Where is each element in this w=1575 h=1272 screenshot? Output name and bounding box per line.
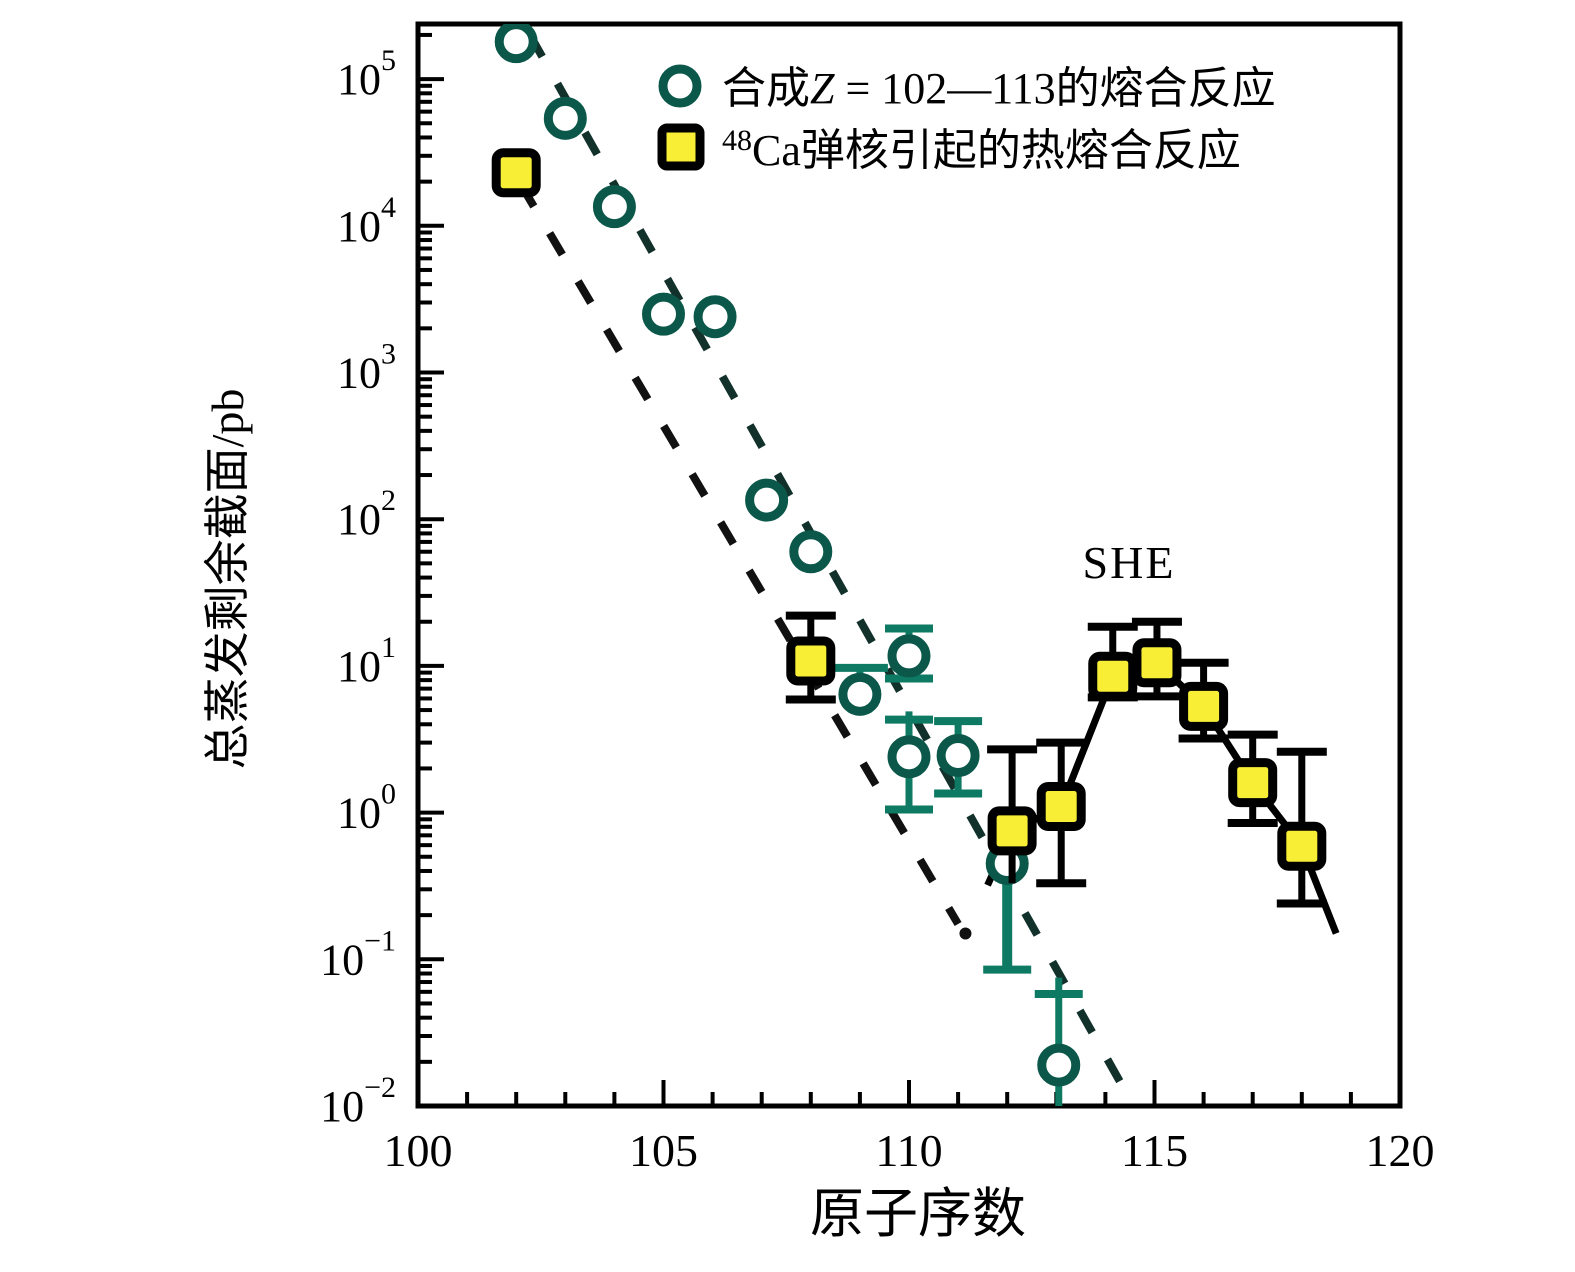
data-point-circle <box>494 24 538 64</box>
data-point-square <box>987 806 1037 856</box>
data-point-circle <box>887 634 931 678</box>
hot-fusion-trend-end-dot <box>959 927 972 940</box>
x-axis-title: 原子序数 <box>810 1184 1026 1244</box>
fusion-cross-section-figure: 100 105 110 115 120 105 104 103 102 101 100 10−1 10−… <box>40 16 1575 1256</box>
y-tick-label: 101 <box>337 631 396 691</box>
data-point-circle <box>838 672 882 716</box>
data-point-square <box>786 636 836 686</box>
legend-circle-marker <box>658 64 702 108</box>
data-point-circle <box>642 292 685 336</box>
legend-square-marker <box>657 123 705 171</box>
data-point-circle <box>1037 1043 1081 1087</box>
legend-label: 48Ca弹核引起的热熔合反应 <box>722 124 1241 175</box>
plot-frame <box>415 21 1403 1109</box>
chart-canvas: 100 105 110 115 120 105 104 103 102 101 100 10−1 10−… <box>202 21 1435 1244</box>
y-tick-label: 100 <box>337 778 396 838</box>
data-point-square <box>1179 681 1229 731</box>
y-tick-label: 10−1 <box>320 924 396 984</box>
plot-area <box>491 24 1340 1106</box>
y-tick-label: 105 <box>337 44 396 104</box>
legend-label: 合成Z = 102—113的熔合反应 <box>722 64 1276 113</box>
y-tick-label: 102 <box>337 484 396 544</box>
data-point-circle <box>543 96 587 140</box>
data-point-circle <box>936 734 980 778</box>
data-point-square <box>1277 821 1327 871</box>
data-point-circle <box>592 185 636 229</box>
y-tick-label: 103 <box>337 338 396 398</box>
hot-fusion-series <box>491 148 1327 908</box>
y-axis-title: 总蒸发剩余截面/pb <box>202 389 253 770</box>
x-tick-label: 120 <box>1366 1125 1435 1176</box>
data-point-square <box>1228 758 1278 808</box>
y-tick-label: 104 <box>337 191 396 251</box>
x-tick-label: 115 <box>1121 1125 1188 1176</box>
data-point-square <box>491 148 541 198</box>
x-tick-label: 105 <box>629 1125 698 1176</box>
data-point-square <box>1036 782 1086 832</box>
she-label: SHE <box>1083 537 1176 588</box>
data-point-circle <box>745 478 789 522</box>
x-tick-label: 110 <box>875 1125 942 1176</box>
data-point-circle <box>789 530 833 574</box>
data-point-circle <box>887 735 931 779</box>
axis-ticks <box>416 32 1402 1108</box>
data-point-circle <box>693 295 737 339</box>
data-point-square <box>1088 651 1138 701</box>
x-tick-label: 100 <box>384 1125 453 1176</box>
data-point-square <box>1132 638 1182 688</box>
y-tick-label: 10−2 <box>320 1071 396 1131</box>
legend: 合成Z = 102—113的熔合反应 48Ca弹核引起的热熔合反应 <box>657 64 1276 175</box>
cold-fusion-series <box>494 24 1083 1106</box>
